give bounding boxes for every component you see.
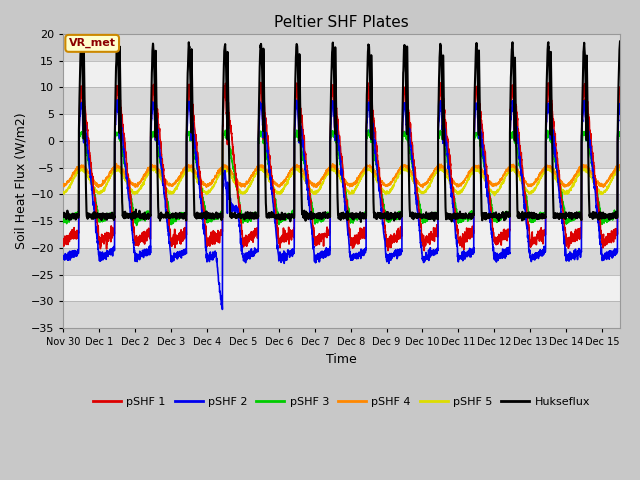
Bar	[63, 221, 620, 248]
Bar	[63, 87, 620, 114]
X-axis label: Time: Time	[326, 353, 357, 366]
Bar	[63, 34, 620, 60]
Bar	[63, 114, 620, 141]
Title: Peltier SHF Plates: Peltier SHF Plates	[275, 15, 409, 30]
Bar	[63, 301, 620, 328]
Bar	[63, 141, 620, 168]
Bar	[63, 275, 620, 301]
Bar	[63, 248, 620, 275]
Text: VR_met: VR_met	[68, 38, 116, 48]
Bar	[63, 194, 620, 221]
Bar	[63, 168, 620, 194]
Legend: pSHF 1, pSHF 2, pSHF 3, pSHF 4, pSHF 5, Hukseflux: pSHF 1, pSHF 2, pSHF 3, pSHF 4, pSHF 5, …	[89, 393, 595, 411]
Y-axis label: Soil Heat Flux (W/m2): Soil Heat Flux (W/m2)	[15, 113, 28, 250]
Bar	[63, 60, 620, 87]
